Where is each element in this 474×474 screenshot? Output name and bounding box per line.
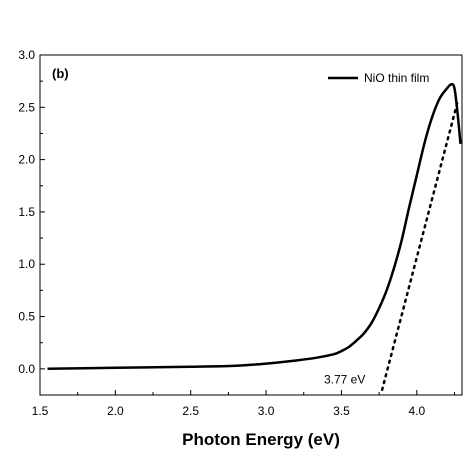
x-tick-label: 2.5 xyxy=(182,404,199,418)
x-tick-label: 3.5 xyxy=(333,404,350,418)
y-axis: 0.0 0.5 1.0 1.5 2.0 2.5 3.0 xyxy=(18,48,45,376)
x-tick-label: 1.5 xyxy=(32,404,49,418)
y-tick-label: 2.0 xyxy=(18,153,35,167)
x-tick-label: 3.0 xyxy=(258,404,275,418)
tangent-fit-line xyxy=(380,100,459,392)
y-tick-label: 2.5 xyxy=(18,100,35,114)
x-tick-label: 2.0 xyxy=(107,404,124,418)
y-tick-label: 0.5 xyxy=(18,310,35,324)
y-tick-label: 3.0 xyxy=(18,48,35,62)
plot-frame xyxy=(39,54,463,396)
series-line-nio-thin-film xyxy=(47,83,462,371)
x-tick-label: 4.0 xyxy=(408,404,425,418)
legend: NiO thin film xyxy=(328,71,429,85)
y-tick-label: 0.0 xyxy=(18,362,35,376)
legend-label: NiO thin film xyxy=(364,71,429,85)
annotation-band-gap: 3.77 eV xyxy=(324,372,365,386)
panel-label: (b) xyxy=(52,66,69,81)
x-axis: 1.5 2.0 2.5 3.0 3.5 4.0 xyxy=(32,390,455,418)
x-axis-title: Photon Energy (eV) xyxy=(182,430,340,449)
series-layer xyxy=(47,83,462,392)
y-tick-label: 1.5 xyxy=(18,205,35,219)
y-tick-label: 1.0 xyxy=(18,257,35,271)
plot-area xyxy=(39,54,463,396)
